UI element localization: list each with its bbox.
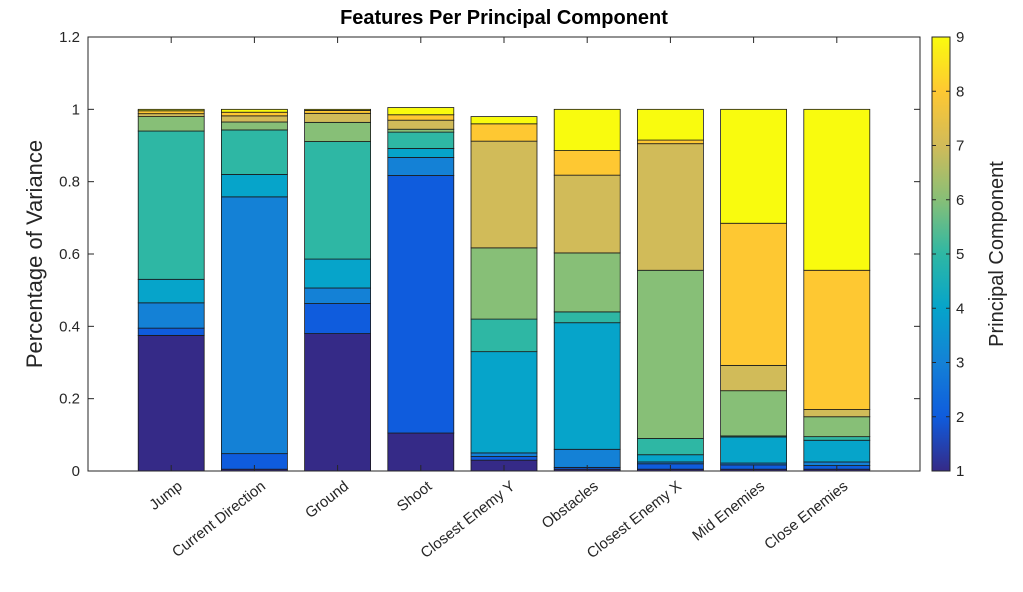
bar-segment: [637, 438, 704, 456]
bar-segment: [137, 302, 205, 329]
bar-segment: [137, 108, 205, 112]
bar-segment: [304, 287, 372, 304]
x-tick-label: Ground: [302, 478, 352, 522]
bar-segment: [387, 128, 455, 133]
y-tick-label: 0.2: [59, 391, 80, 408]
bar-segment: [720, 436, 787, 464]
bar-segment: [470, 123, 538, 142]
bar-segment: [553, 448, 621, 468]
colorbar-tick-label: 2: [956, 409, 964, 426]
bar-segment: [470, 318, 538, 353]
bar-segment: [220, 111, 288, 117]
bar-segment: [220, 115, 288, 123]
bar-segment: [220, 108, 288, 113]
bar-segment: [304, 121, 372, 142]
colorbar-tick-label: 6: [956, 192, 964, 209]
y-axis: 0 0.2 0.4 0.6 0.8 1 1.2: [59, 29, 920, 480]
bar-segment: [470, 452, 538, 457]
bar-segment: [387, 114, 455, 121]
x-tick-label: Shoot: [394, 477, 436, 515]
bar-segment: [220, 196, 288, 455]
bar-segment: [387, 131, 455, 149]
y-axis-label: Percentage of Variance: [22, 140, 47, 368]
bar-segment: [637, 143, 704, 271]
colorbar-tick-label: 8: [956, 83, 964, 100]
x-tick-label: Jump: [146, 478, 185, 514]
bar-segment: [304, 112, 372, 123]
bar-segment: [720, 364, 787, 392]
y-tick-label: 0.8: [59, 174, 80, 191]
bar-segment: [553, 311, 621, 324]
y-tick-label: 1: [72, 101, 80, 118]
bar-segment: [470, 247, 538, 320]
y-tick-label: 0: [72, 463, 80, 480]
y-tick-label: 0.6: [59, 246, 80, 263]
colorbar-ticks: 1 2 3 4 5 6 7 8 9: [932, 29, 964, 480]
bar-segment: [304, 333, 372, 472]
colorbar: 1 2 3 4 5 6 7 8 9: [931, 29, 964, 480]
bar-segment: [553, 174, 621, 254]
colorbar-label: Principal Component: [986, 161, 1008, 347]
bar-segment: [220, 121, 288, 131]
bar-segment: [137, 278, 205, 304]
bar-segment: [803, 108, 871, 271]
colorbar-tick-label: 1: [956, 463, 964, 480]
bar-segment: [304, 141, 372, 260]
bar-segment: [304, 258, 372, 289]
bar-segment: [637, 454, 704, 463]
bar-segment: [637, 269, 704, 439]
bar-segment: [304, 108, 372, 111]
bar-segment: [803, 269, 871, 410]
x-tick-label: Obstacles: [539, 478, 602, 532]
bar-segment: [387, 175, 455, 434]
bar-segment: [637, 139, 704, 145]
bar-segment: [137, 113, 205, 117]
bar-segment: [137, 110, 205, 115]
colorbar-tick-label: 5: [956, 246, 964, 263]
bar-segment: [553, 150, 621, 176]
colorbar-tick-label: 4: [956, 300, 964, 317]
y-tick-label: 0.4: [59, 318, 80, 335]
bar-segment: [553, 252, 621, 313]
bar-segment: [304, 110, 372, 114]
bar-segment: [137, 116, 205, 132]
bar-segment: [387, 432, 455, 472]
bar-segment: [720, 390, 787, 437]
bar-segment: [387, 107, 455, 116]
bar-segment: [387, 119, 455, 130]
bar-segment: [720, 108, 787, 224]
bar-segment: [304, 303, 372, 334]
chart-title: Features Per Principal Component: [340, 7, 668, 29]
colorbar-tick-label: 9: [956, 29, 964, 46]
bar-segment: [553, 108, 621, 151]
bars: [137, 107, 871, 472]
bar-segment: [553, 322, 621, 450]
bar-segment: [637, 108, 704, 141]
bar-segment: [470, 456, 538, 461]
bar-segment: [803, 439, 871, 463]
bar-segment: [720, 222, 787, 366]
bar-segment: [470, 351, 538, 454]
bar-segment: [470, 140, 538, 249]
colorbar-tick-label: 3: [956, 355, 964, 372]
bar-segment: [137, 130, 205, 280]
bar-segment: [803, 436, 871, 441]
bar-segment: [803, 409, 871, 418]
bar-segment: [470, 116, 538, 125]
bar-segment: [137, 327, 205, 336]
bar-segment: [220, 174, 288, 198]
bar-segment: [137, 334, 205, 472]
y-tick-label: 1.2: [59, 29, 80, 46]
bar-segment: [387, 157, 455, 176]
colorbar-tick-label: 7: [956, 138, 964, 155]
x-tick-label: Mid Enemies: [689, 478, 768, 545]
bar-segment: [803, 416, 871, 438]
bar-segment: [387, 147, 455, 158]
bar-segment: [220, 129, 288, 175]
x-tick-label: Close Enemies: [761, 478, 851, 554]
